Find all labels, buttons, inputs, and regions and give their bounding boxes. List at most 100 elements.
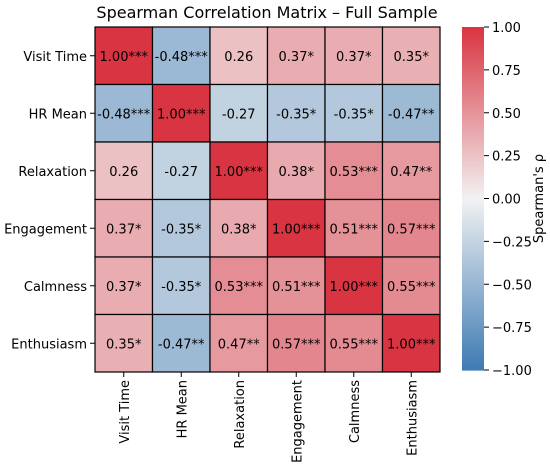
colorbar-segment — [462, 81, 484, 85]
colorbar-segment — [462, 195, 484, 200]
colorbar-segment — [462, 75, 484, 80]
y-tick-label: Visit Time — [23, 50, 87, 65]
colorbar-segment — [462, 172, 484, 177]
heatmap-cell-label: 0.57*** — [272, 337, 321, 352]
colorbar-segment — [462, 278, 484, 282]
heatmap-cell — [151, 83, 211, 143]
colorbar-tick-label: 0.25 — [492, 150, 521, 165]
heatmap-cell-label: 1.00*** — [157, 107, 206, 122]
y-axis-tick-labels: Visit Time HR Mean Relaxation Engagement Cal… — [4, 50, 95, 352]
heatmap-cell-label: 0.26 — [224, 50, 253, 65]
heatmap-cell-label: 0.35* — [106, 337, 142, 352]
colorbar-segment — [462, 338, 484, 343]
colorbar-segment — [462, 267, 484, 271]
colorbar-segment — [462, 321, 484, 325]
colorbar-segment — [462, 198, 484, 202]
colorbar-segment — [462, 215, 484, 220]
colorbar-segment — [462, 218, 484, 222]
colorbar-segment — [462, 189, 484, 194]
heatmap-cell — [266, 256, 326, 316]
chart-title: Spearman Correlation Matrix – Full Sampl… — [96, 3, 437, 22]
colorbar-segment — [462, 78, 484, 82]
colorbar-segment — [462, 132, 484, 137]
heatmap-cell-label: 0.47** — [218, 337, 260, 352]
colorbar-segment — [462, 84, 484, 88]
colorbar-segment — [462, 224, 484, 228]
colorbar-segment — [462, 164, 484, 168]
colorbar-segment — [462, 58, 484, 62]
y-tick-label: HR Mean — [29, 107, 87, 122]
heatmap-cells — [94, 26, 441, 373]
colorbar-segment — [462, 269, 484, 274]
colorbar-segment — [462, 355, 484, 360]
colorbar-segment — [462, 141, 484, 145]
heatmap-cell — [381, 256, 441, 316]
colorbar-segment — [462, 29, 484, 34]
colorbar-segment — [462, 235, 484, 240]
heatmap-cell-label: 0.53*** — [330, 165, 379, 180]
colorbar-segment — [462, 344, 484, 348]
heatmap-cell — [324, 256, 384, 316]
colorbar-segment — [462, 247, 484, 251]
x-axis-tick-labels: Visit Time HR Mean Relaxation Engagement Cal… — [118, 372, 420, 463]
colorbar-segment — [462, 261, 484, 265]
colorbar-segment — [462, 109, 484, 114]
heatmap-cell-label: 0.37* — [279, 50, 315, 65]
colorbar-tick-label: 0.50 — [492, 107, 521, 122]
heatmap-cell-label: -0.47** — [388, 107, 435, 122]
heatmap-cell — [266, 141, 326, 201]
colorbar-segment — [462, 324, 484, 328]
colorbar-tick-label: 0.75 — [492, 64, 521, 79]
colorbar-segment — [462, 332, 484, 337]
colorbar-segment — [462, 361, 484, 365]
colorbar-segment — [462, 298, 484, 302]
colorbar-segment — [462, 309, 484, 314]
colorbar-segment — [462, 69, 484, 74]
colorbar-segment — [462, 144, 484, 148]
heatmap-cell-label: 0.38* — [221, 222, 257, 237]
colorbar-segment — [462, 349, 484, 354]
colorbar-segment — [462, 258, 484, 262]
colorbar-segment — [462, 38, 484, 42]
colorbar-segment — [462, 232, 484, 237]
colorbar-segment — [462, 367, 484, 371]
colorbar-segment — [462, 201, 484, 205]
colorbar-segment — [462, 118, 484, 122]
colorbar-segment — [462, 135, 484, 140]
heatmap-cell — [381, 313, 441, 373]
colorbar-segment — [462, 281, 484, 285]
heatmap-cell — [151, 26, 211, 86]
colorbar-segment — [462, 95, 484, 100]
heatmap-cell — [266, 198, 326, 258]
heatmap-cell-label: 0.55*** — [330, 337, 379, 352]
heatmap-cell — [266, 83, 326, 143]
heatmap-cell — [209, 256, 269, 316]
heatmap-cell — [151, 198, 211, 258]
heatmap-cell — [381, 141, 441, 201]
colorbar-tick-label: 1.00 — [492, 21, 521, 36]
colorbar-segment — [462, 181, 484, 185]
heatmap-cell-label: 0.37* — [106, 222, 142, 237]
colorbar-segment — [462, 318, 484, 323]
colorbar-segment — [462, 67, 484, 71]
heatmap-cell-label: -0.47** — [158, 337, 205, 352]
heatmap-cell-label: -0.35* — [161, 280, 202, 295]
heatmap-cell-label: 1.00*** — [272, 222, 321, 237]
colorbar-segment — [462, 167, 484, 171]
heatmap-cell — [324, 198, 384, 258]
colorbar-segment — [462, 64, 484, 68]
y-tick-label: Engagement — [4, 222, 87, 237]
heatmap-cell-label: 1.00*** — [100, 50, 149, 65]
colorbar-segment — [462, 352, 484, 357]
heatmap-cell-label: 0.51*** — [330, 222, 379, 237]
heatmap-cell — [209, 198, 269, 258]
heatmap-cell-label: 0.55*** — [387, 280, 436, 295]
colorbar-segment — [462, 47, 484, 51]
colorbar-segment — [462, 207, 484, 211]
heatmap-cell-label: -0.27 — [222, 107, 256, 122]
colorbar-segment — [462, 312, 484, 317]
colorbar-segment — [462, 358, 484, 363]
heatmap-cell-label: -0.27 — [164, 165, 198, 180]
y-tick-label: Enthusiasm — [11, 337, 87, 352]
colorbar-segment — [462, 329, 484, 334]
